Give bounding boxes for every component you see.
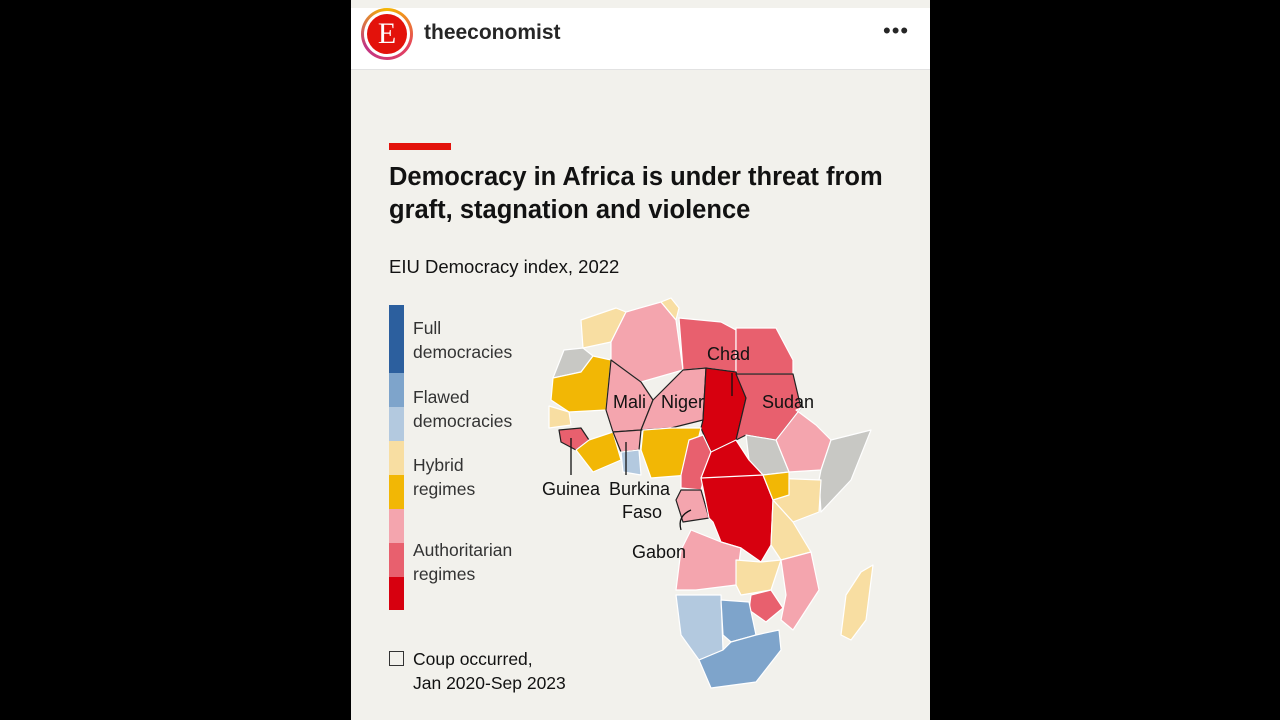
username-link[interactable]: theeconomist <box>424 21 561 44</box>
legend-swatch-auth-dark <box>389 577 404 610</box>
post-header: E theeconomist ••• <box>351 8 930 70</box>
map-label-guinea: Guinea <box>542 479 601 499</box>
legend-swatch-auth-mid <box>389 543 404 577</box>
map-label-chad: Chad <box>707 344 750 364</box>
map-label-sudan: Sudan <box>762 392 814 412</box>
legend-label-flawed: Flawed democracies <box>413 387 513 431</box>
legend-swatch-flawed-dark <box>389 373 404 407</box>
legend-swatch-full <box>389 305 404 373</box>
economist-logo-icon: E <box>367 14 407 54</box>
legend-swatch-auth-light <box>389 509 404 543</box>
region-madagascar <box>840 564 874 641</box>
region-namibia <box>675 594 724 661</box>
region-zambia <box>735 559 782 596</box>
region-south-africa <box>698 629 782 689</box>
africa-map: Chad Sudan Mali Niger Guinea Burkina Fas… <box>542 297 874 689</box>
gabon-callout-line <box>679 509 692 531</box>
legend-swatch-hybrid-dark <box>389 475 404 509</box>
region-uganda <box>762 471 790 501</box>
map-label-burkina-line1: Burkina <box>609 479 671 499</box>
chart-subtitle: EIU Democracy index, 2022 <box>389 256 620 277</box>
coup-legend-label: Coup occurred, Jan 2020-Sep 2023 <box>413 649 566 693</box>
story-ring[interactable]: E <box>361 8 413 60</box>
region-somalia <box>818 429 872 513</box>
economist-red-rule <box>389 143 451 150</box>
region-senegal <box>548 405 572 429</box>
instagram-post: E theeconomist ••• Democracy in Africa i… <box>351 0 930 720</box>
legend-swatch-hybrid-light <box>389 441 404 475</box>
chart-headline: Democracy in Africa is under threat from… <box>389 163 883 224</box>
map-label-gabon: Gabon <box>632 542 686 562</box>
avatar[interactable]: E <box>364 11 410 57</box>
region-ethiopia <box>775 407 832 473</box>
map-label-niger: Niger <box>661 392 704 412</box>
region-ghana <box>620 449 642 476</box>
region-angola <box>675 529 742 591</box>
legend-swatch-flawed-light <box>389 407 404 441</box>
coup-legend-box <box>389 651 404 666</box>
legend-label-authoritarian: Authoritarian regimes <box>413 540 513 584</box>
legend-label-full: Full democracies <box>413 318 513 362</box>
map-label-burkina-line2: Faso <box>622 502 662 522</box>
region-mozambique <box>780 551 820 631</box>
map-label-mali: Mali <box>613 392 646 412</box>
top-strip <box>351 0 930 8</box>
more-options-icon[interactable]: ••• <box>883 18 910 43</box>
region-egypt <box>735 327 794 375</box>
region-zimbabwe <box>748 589 784 623</box>
region-west-coast <box>575 431 622 473</box>
region-tunisia <box>660 297 680 321</box>
legend-label-hybrid: Hybrid regimes <box>413 455 476 499</box>
